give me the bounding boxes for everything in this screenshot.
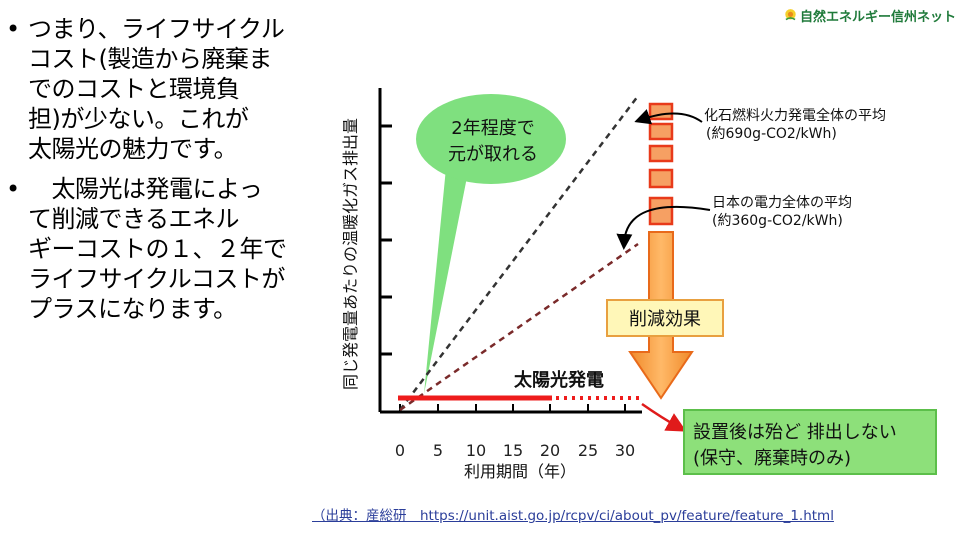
sun-flower-logo-icon [785,9,796,21]
japan-emission-line [399,242,639,412]
source-link[interactable]: https://unit.aist.go.jp/rcpv/ci/about_pv… [420,508,834,524]
source-citation: （出典：産総研 https://unit.aist.go.jp/rcpv/ci/… [312,504,932,524]
reduction-column-segments [648,102,674,226]
bullet-item-2: 太陽光は発電によっ て削減できるエネル ギーコストの１、２年で ライフサイクルコ… [4,174,304,324]
y-axis-label: 同じ発電量あたりの温暖化ガス排出量 [341,118,360,390]
lifecycle-emission-diagram: 同じ発電量あたりの温暖化ガス排出量 0 5 10 15 20 25 30 利用期… [341,88,937,481]
bullet-line: 担)が少ない。これが [28,105,249,133]
bullet-line: て削減できるエネル [28,205,240,233]
bullet-line: つまり、ライフサイクル [28,15,285,43]
logo-text: 自然エネルギー信州ネット [799,9,956,25]
reduction-label-box [606,299,724,337]
source-prefix: （出典：産総研 [312,508,420,524]
fossil-average-label: 化石燃料火力発電全体の平均 [704,107,886,124]
reduction-label: 削減効果 [629,309,701,330]
bullet-line: 太陽光の魅力です。 [28,135,238,163]
x-tick-label: 20 [540,441,560,460]
bullet-line: 太陽光は発電によっ [28,175,263,203]
japan-average-label: 日本の電力全体の平均 [712,194,852,211]
note-text: 設置後は殆ど 排出しない [693,422,897,443]
x-tick-label: 15 [503,441,523,460]
bullet-line: でのコストと環境負 [28,75,240,103]
x-tick-label: 10 [466,441,486,460]
bullet-item-1: つまり、ライフサイクル コスト(製造から廃棄ま でのコストと環境負 担)が少ない… [4,14,304,164]
x-tick-label: 25 [578,441,598,460]
x-tick-label: 30 [615,441,635,460]
note-text: (保守、廃棄時のみ) [693,448,851,469]
x-tick-label: 5 [433,441,443,460]
bullet-line: ギーコストの１、２年で [28,235,287,263]
note-box [683,409,937,475]
fossil-pointer-arrow [634,109,703,125]
note-pointer-arrow [641,402,687,432]
bullet-line: ライフサイクルコストが [28,265,285,293]
payback-bubble-tail [424,168,468,394]
payback-bubble-text: 元が取れる [448,144,538,165]
x-axis-label: 利用期間（年） [464,462,576,481]
payback-bubble [416,94,566,184]
japan-pointer-arrow [616,205,711,250]
y-axis-ticks [380,124,392,356]
fossil-average-value: (約690g-CO2/kWh) [706,126,837,142]
x-tick-label: 0 [395,441,405,460]
site-logo: 自然エネルギー信州ネット [784,4,956,26]
bullet-line: コスト(製造から廃棄ま [28,45,272,73]
japan-average-value: (約360g-CO2/kWh) [712,213,843,229]
solar-power-label: 太陽光発電 [514,369,604,391]
bullet-list: つまり、ライフサイクル コスト(製造から廃棄ま でのコストと環境負 担)が少ない… [4,14,304,334]
payback-bubble-text: 2年程度で [451,118,534,139]
bullet-line: プラスになります。 [28,295,237,323]
